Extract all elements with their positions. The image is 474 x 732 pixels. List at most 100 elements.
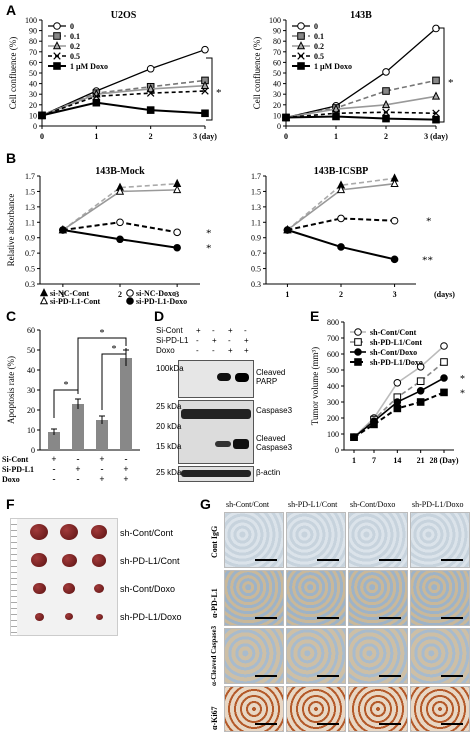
data-point [390, 255, 399, 264]
y-tick-label: 70 [273, 48, 281, 57]
parp-band [235, 373, 249, 382]
x-tick-label: 2 [118, 290, 122, 299]
y-tick-label: 1.5 [25, 187, 35, 196]
significance-star: * [64, 380, 69, 391]
data-point [431, 91, 441, 100]
y-tick-label: 20 [29, 101, 37, 110]
y-tick-label: 60 [27, 326, 35, 335]
significance-star: * [216, 87, 222, 99]
data-point [115, 186, 125, 195]
treatment-sign: + [244, 336, 249, 345]
x-tick-label: 2 [384, 132, 388, 141]
legend-label: sh-Cont/Doxo [370, 348, 417, 357]
significance-star: * [426, 216, 432, 228]
data-point [350, 433, 358, 442]
data-point [146, 64, 155, 73]
legend-label: 0.1 [70, 32, 80, 41]
data-point [393, 398, 402, 406]
scale-bar [441, 675, 463, 677]
panel-letter-a: A [6, 2, 17, 18]
data-point [201, 87, 209, 95]
data-point [393, 379, 402, 387]
chart-e-tumor-volume: 0 100 200 300 400 500 600 700 800 1 7 14 21 28 (Day) T… [310, 318, 465, 465]
blot-row-label: Si-PD-L1 [156, 336, 189, 345]
bar [72, 404, 84, 450]
data-point [146, 83, 155, 93]
y-tick-label: 600 [327, 350, 339, 359]
tumor-specimen [30, 524, 48, 541]
tumor-specimen [94, 584, 104, 593]
data-point [440, 342, 448, 350]
y-tick-label: 0.3 [25, 280, 35, 289]
legend-label: 0 [70, 22, 74, 31]
legend-label: 0.5 [314, 52, 324, 61]
scale-bar [317, 559, 339, 561]
y-tick-label: 0.9 [251, 234, 261, 243]
caspase3-blot [178, 400, 254, 464]
tumor-specimen [32, 582, 46, 595]
y-tick-label: 1.7 [25, 172, 35, 181]
x-tick-label: 1 [352, 456, 356, 465]
y-tick-label: 80 [273, 37, 281, 46]
parp-blot [178, 360, 254, 398]
treatment-label: Si-Cont [2, 455, 29, 464]
series-line [286, 177, 395, 231]
series-line [287, 217, 395, 231]
data-point [146, 89, 155, 97]
x-tick-label: 3 [393, 290, 397, 299]
y-tick-label: 20 [27, 406, 35, 415]
group-label: sh-Cont/Cont [120, 528, 174, 538]
x-tick-label: 1 [334, 132, 338, 141]
y-tick-label: 1.5 [251, 187, 261, 196]
data-point [332, 112, 340, 121]
treatment-sign: + [75, 464, 80, 474]
y-tick-label: 90 [273, 27, 281, 36]
data-point [283, 226, 292, 234]
series-line [41, 79, 206, 117]
x-tick-label: 2 [339, 290, 343, 299]
y-tick-label: 40 [29, 80, 37, 89]
x-unit-label: (days) [434, 290, 455, 299]
y-tick-label: 60 [273, 58, 281, 67]
legend-label: si-PD-L1-Cont [50, 297, 101, 306]
series-line [285, 27, 437, 119]
tumor-specimen [31, 553, 47, 568]
y-tick-label: 20 [273, 101, 281, 110]
ihc-column-header: sh-Cont/Doxo [350, 500, 396, 509]
band-label: β-actin [256, 468, 281, 477]
data-point [381, 99, 391, 109]
group-label: sh-Cont/Doxo [120, 584, 176, 594]
y-axis-label: Tumor volume (mm³) [310, 347, 320, 425]
legend-marker [52, 41, 62, 50]
panel-letter-d: D [154, 308, 165, 324]
ruler [11, 519, 17, 635]
significance-star: ** [422, 254, 433, 266]
data-point [336, 184, 346, 194]
significance-star: * [206, 227, 212, 239]
treatment-sign: - [77, 454, 80, 464]
y-tick-label: 0 [33, 122, 37, 131]
treatment-sign: + [99, 474, 104, 484]
y-tick-label: 0 [31, 446, 35, 455]
legend-label: sh-PD-L1/Doxo [370, 358, 423, 367]
scale-bar [255, 723, 277, 725]
legend-label: sh-Cont/Cont [370, 328, 417, 337]
actin-band [181, 470, 251, 477]
treatment-sign: + [123, 474, 128, 484]
chart-b-mock: 0.3 0.5 0.7 0.9 1.1 1.3 1.5 1.7 1 2 3 143B-Mock Rela… [6, 166, 212, 306]
tumor-specimen [65, 613, 73, 621]
ihc-image [348, 686, 408, 732]
y-tick-label: 500 [327, 366, 339, 375]
y-tick-label: 1.3 [25, 203, 35, 212]
treatment-label: Si-PD-L1 [2, 465, 34, 474]
ihc-image [286, 512, 346, 568]
ihc-image [286, 570, 346, 626]
ihc-image [224, 628, 284, 684]
y-axis-label: Cell confluence (%) [252, 37, 262, 109]
scale-bar [379, 723, 401, 725]
ihc-row-header: α-Cleaved Caspase3 [210, 625, 218, 686]
scale-bar [317, 617, 339, 619]
data-point [173, 184, 182, 194]
y-tick-label: 10 [29, 111, 37, 120]
y-tick-label: 1.7 [251, 172, 261, 181]
